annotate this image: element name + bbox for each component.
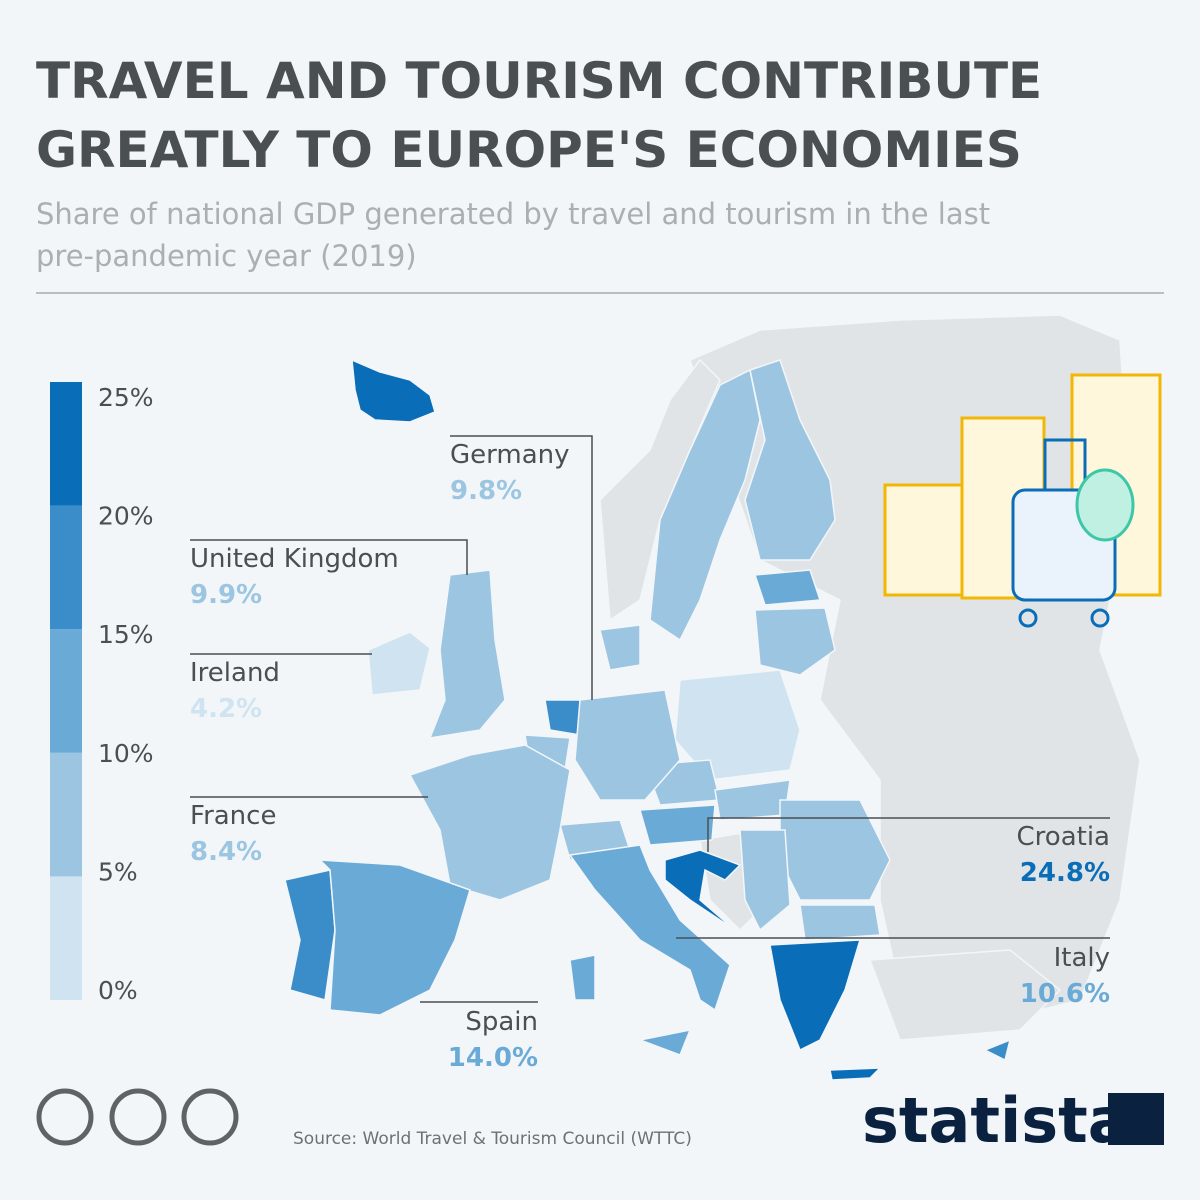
country-name: Ireland bbox=[190, 658, 280, 688]
country-value: 4.2% bbox=[190, 694, 262, 724]
legend-label: 25% bbox=[98, 383, 154, 412]
legend-label: 15% bbox=[98, 620, 154, 649]
country-name: France bbox=[190, 801, 276, 831]
leader-line bbox=[450, 435, 593, 700]
subtitle-line: Share of national GDP generated by trave… bbox=[36, 197, 990, 231]
country-value: 14.0% bbox=[448, 1043, 538, 1073]
title-line: GREATLY TO EUROPE'S ECONOMIES bbox=[36, 121, 1022, 179]
country bbox=[408, 744, 571, 901]
country bbox=[664, 849, 742, 931]
source: Source: World Travel & Tourism Council (… bbox=[293, 1129, 692, 1149]
legend-label: 5% bbox=[98, 857, 138, 886]
legend-swatch bbox=[50, 876, 82, 1000]
brand-logo bbox=[1108, 1093, 1164, 1145]
legend-swatch bbox=[50, 629, 82, 753]
austria bbox=[639, 804, 716, 846]
legend-label: 0% bbox=[98, 976, 138, 1005]
title-line: TRAVEL AND TOURISM CONTRIBUTE bbox=[36, 52, 1042, 110]
baltics bbox=[754, 607, 836, 676]
leader-line bbox=[707, 817, 1110, 852]
country-value: 8.4% bbox=[190, 837, 262, 867]
luggage-coins-icon bbox=[883, 373, 1162, 628]
iceland bbox=[351, 358, 436, 423]
legend-swatch bbox=[50, 382, 82, 506]
greece bbox=[769, 939, 882, 1081]
license-icons bbox=[36, 1088, 239, 1146]
bulgaria bbox=[799, 904, 881, 941]
country-value: 9.9% bbox=[190, 580, 262, 610]
country-value: 10.6% bbox=[1020, 979, 1110, 1009]
country-name: United Kingdom bbox=[190, 544, 399, 574]
cyprus bbox=[983, 1038, 1012, 1062]
estonia bbox=[753, 569, 822, 606]
finland bbox=[744, 359, 836, 561]
country-name: Italy bbox=[1054, 943, 1110, 973]
brand: statista bbox=[862, 1084, 1130, 1157]
legend-swatch bbox=[50, 752, 82, 877]
country bbox=[318, 859, 471, 1016]
country bbox=[367, 631, 431, 696]
subtitle-line: pre-pandemic year (2019) bbox=[36, 239, 417, 273]
legend-label: 20% bbox=[98, 502, 154, 531]
denmark bbox=[599, 624, 641, 671]
country-name: Germany bbox=[450, 440, 570, 470]
netherlands bbox=[544, 699, 581, 736]
land-turkey bbox=[868, 949, 1062, 1041]
country-name: Spain bbox=[465, 1007, 538, 1037]
country-value: 24.8% bbox=[1020, 858, 1110, 888]
land-norway bbox=[599, 358, 721, 622]
country bbox=[568, 844, 731, 1056]
serbia bbox=[739, 829, 791, 932]
country-value: 9.8% bbox=[450, 476, 522, 506]
country bbox=[574, 689, 681, 801]
legend-label: 10% bbox=[98, 739, 154, 768]
map-countries bbox=[284, 358, 1012, 1081]
country bbox=[428, 569, 506, 739]
legend-swatch bbox=[50, 505, 82, 630]
country-name: Croatia bbox=[1017, 822, 1110, 852]
leader-line bbox=[190, 539, 468, 575]
